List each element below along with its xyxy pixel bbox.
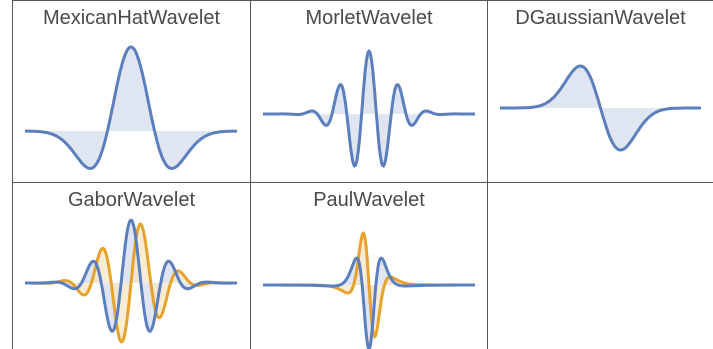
wavelet-plot (262, 49, 476, 168)
wavelet-plot (499, 64, 702, 152)
panel-morlet: MorletWavelet (251, 1, 487, 182)
panel-gabor: GaborWavelet (13, 183, 250, 349)
panel-dgaussian: DGaussianWavelet (488, 1, 713, 182)
real-part-fill (25, 47, 237, 169)
panel-title: PaulWavelet (313, 189, 425, 211)
wavelet-plot (262, 231, 476, 349)
panel-title: MexicanHatWavelet (42, 7, 221, 29)
real-part-curve (262, 49, 476, 168)
real-part-curve (24, 218, 238, 333)
real-part-curve (24, 45, 238, 170)
real-part-curve (499, 64, 702, 152)
panel-title: GaborWavelet (67, 189, 196, 211)
wavelet-plot (24, 218, 238, 344)
real-part-curve (262, 256, 476, 349)
panel-title: DGaussianWavelet (515, 7, 686, 29)
wavelet-plot (24, 45, 238, 170)
real-part-fill (263, 51, 475, 166)
panel-title: MorletWavelet (305, 7, 433, 29)
panel-empty (488, 183, 713, 349)
panel-paul: PaulWavelet (251, 183, 487, 349)
panel-mexican-hat: MexicanHatWavelet (13, 1, 250, 182)
